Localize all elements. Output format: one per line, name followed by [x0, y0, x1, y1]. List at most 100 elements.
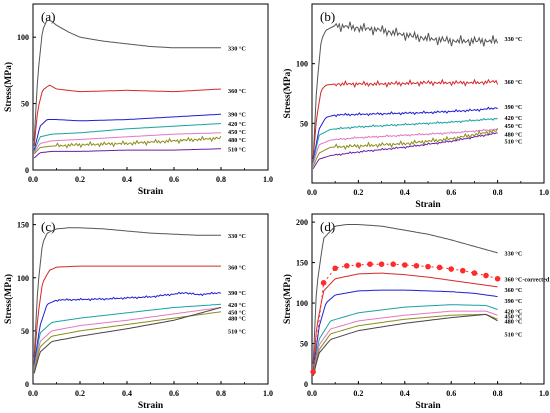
data-point-marker	[402, 262, 408, 268]
curve-label: 420 °C	[228, 302, 246, 309]
data-point-marker	[344, 263, 350, 269]
curve-label: 360 °C	[505, 79, 523, 86]
y-tick-label: 100	[17, 274, 29, 283]
data-point-marker	[483, 272, 489, 279]
x-axis-label: Strain	[138, 401, 164, 411]
series-line	[33, 227, 221, 358]
x-axis-label: Strain	[415, 401, 441, 411]
y-tick-label: 50	[300, 340, 308, 349]
curve-label: 420 °C	[228, 121, 246, 128]
y-axis-label: Stress(MPa)	[282, 69, 293, 119]
curve-label: 390 °C	[228, 112, 246, 119]
curve-label: 390 °C	[505, 104, 523, 111]
x-tick-label: 0.6	[169, 175, 179, 184]
y-axis-label: Stress(MPa)	[3, 274, 14, 324]
x-tick-label: 1.0	[539, 188, 549, 197]
x-tick-label: 0.6	[446, 188, 456, 197]
y-tick-label: 0	[25, 166, 29, 175]
curve-label: 330 °C	[228, 233, 246, 240]
data-point-marker	[355, 262, 362, 268]
y-axis-label: Stress(MPa)	[3, 62, 14, 112]
data-point-marker	[413, 263, 420, 269]
y-tick-label: 50	[21, 327, 29, 336]
data-point-marker	[425, 263, 431, 270]
series-line	[312, 224, 498, 364]
series-line	[33, 265, 221, 363]
x-tick-label: 0.4	[122, 389, 132, 398]
curve-label: 330 °C	[505, 250, 523, 257]
data-point-marker	[332, 265, 339, 272]
y-tick-label: 0	[25, 380, 29, 389]
data-point-marker	[460, 267, 466, 274]
series-line	[33, 19, 221, 141]
y-tick-label: 50	[300, 119, 308, 128]
curve-label: 390 °C	[505, 298, 523, 305]
curve-label: 360 °C-corrected	[505, 276, 550, 283]
x-tick-label: 0.8	[493, 188, 503, 197]
x-axis-label: Strain	[138, 187, 164, 197]
series-line	[312, 313, 498, 377]
series-line	[312, 21, 499, 160]
y-tick-label: 150	[17, 221, 29, 230]
curve-label: 360 °C	[505, 287, 523, 294]
series-corrected-line	[312, 263, 498, 372]
panel-c: 0.0 0.2 0.4 0.6 0.8 1.0 0 50 100 150 Strain Stress(…	[3, 213, 273, 411]
x-tick-label: 0.0	[28, 175, 38, 184]
series-line	[33, 307, 222, 370]
series-line	[33, 135, 222, 155]
x-tick-label: 0.2	[75, 389, 85, 398]
y-tick-label: 50	[21, 100, 29, 109]
data-point-marker	[436, 264, 443, 271]
panel-label: (a)	[41, 9, 55, 24]
data-point-marker	[310, 369, 316, 375]
series-line	[312, 289, 498, 372]
x-tick-label: 0.0	[307, 389, 317, 398]
series-line	[33, 113, 222, 151]
series-line	[312, 78, 499, 160]
series-line	[33, 291, 222, 365]
data-point-marker	[378, 261, 385, 267]
curve-label: 480 °C	[505, 132, 523, 139]
curve-label: 450 °C	[228, 309, 246, 316]
series-line	[312, 313, 498, 376]
x-tick-label: 1.0	[263, 389, 273, 398]
curve-label: 420 °C	[505, 309, 523, 316]
y-tick-label: 100	[296, 299, 308, 308]
x-axis-label: Strain	[415, 200, 441, 210]
plot-frame	[311, 3, 545, 184]
x-tick-label: 0.4	[400, 389, 410, 398]
panel-label: (c)	[41, 219, 55, 234]
x-tick-label: 1.0	[263, 175, 273, 184]
curve-label: 360 °C	[228, 265, 246, 272]
series-line	[33, 307, 222, 374]
x-tick-label: 0.6	[169, 389, 179, 398]
x-tick-label: 0.8	[216, 389, 226, 398]
x-tick-label: 0.4	[122, 175, 132, 184]
panel-label: (d)	[320, 219, 335, 234]
series-line	[33, 84, 222, 147]
series-line	[312, 310, 498, 375]
y-axis-label: Stress(MPa)	[282, 274, 293, 324]
y-tick-label: 100	[296, 60, 308, 69]
x-tick-label: 0.4	[400, 188, 410, 197]
curve-label: 330 °C	[505, 36, 523, 43]
y-tick-label: 0	[304, 380, 308, 389]
curve-label: 510 °C	[228, 146, 246, 153]
curve-label: 450 °C	[505, 123, 523, 130]
x-tick-label: 0.0	[28, 389, 38, 398]
curve-label: 480 °C	[505, 318, 523, 325]
x-tick-label: 0.8	[216, 175, 226, 184]
panel-d: 0.0 0.2 0.4 0.6 0.8 1.0 0 50 100 150 200 Strain Stre…	[282, 213, 550, 411]
curve-label: 330 °C	[228, 45, 246, 52]
panel-b: 0.0 0.2 0.4 0.6 0.8 1.0 50 100 Strain Stress(MPa)…	[282, 3, 549, 210]
y-tick-label: 150	[296, 259, 308, 268]
series-line	[312, 106, 498, 162]
x-tick-label: 0.0	[307, 188, 317, 197]
series-line	[312, 127, 498, 165]
panel-label: (b)	[320, 9, 335, 24]
data-point-marker	[494, 275, 501, 282]
data-point-marker	[471, 270, 478, 276]
data-point-marker	[367, 261, 373, 267]
series-line	[312, 272, 498, 372]
data-point-marker	[320, 280, 327, 286]
